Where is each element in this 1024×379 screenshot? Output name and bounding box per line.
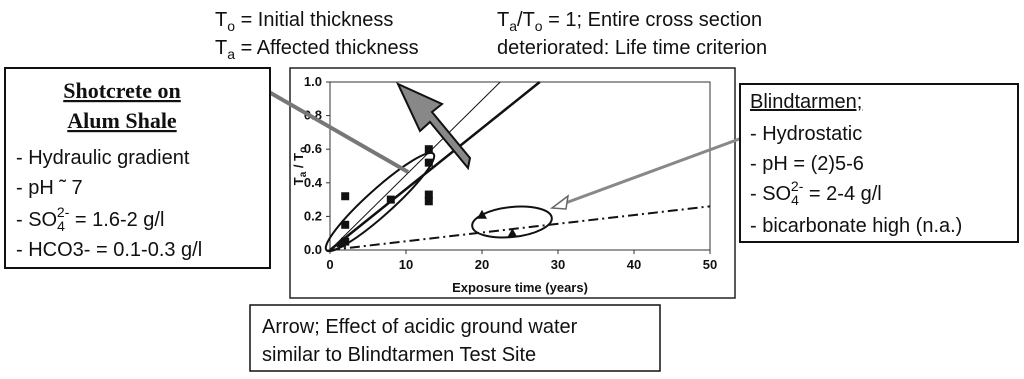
x-axis-label: Exposure time (years) — [452, 280, 588, 295]
box-item: - pH ˜ 7 — [16, 177, 83, 199]
text: = Affected thickness — [235, 37, 419, 59]
data-point — [341, 237, 350, 246]
y-tick-label: 0.0 — [304, 242, 322, 257]
box-item: - SO42- = 2-4 g/l — [750, 178, 882, 208]
data-point — [507, 228, 518, 238]
highlight-ellipse — [324, 151, 436, 253]
box-title: Blindtarmen; — [750, 91, 862, 113]
x-tick-label: 30 — [551, 257, 565, 272]
info-box — [739, 83, 1019, 243]
x-tick-label: 20 — [475, 257, 489, 272]
text: T — [291, 177, 306, 185]
box-text: Arrow; Effect of acidic ground water — [262, 316, 578, 338]
x-tick-label: 10 — [399, 257, 413, 272]
data-point — [386, 195, 395, 204]
text: - SO — [750, 183, 791, 205]
text: 4 — [791, 192, 799, 208]
pointer — [559, 136, 743, 207]
trend-line — [329, 81, 501, 251]
text: = 1; Entire cross section — [543, 9, 763, 31]
box-item: - bicarbonate high (n.a.) — [750, 215, 962, 237]
text: = Initial thickness — [235, 9, 393, 31]
info-box — [4, 67, 271, 269]
box-title: Shotcrete on — [63, 78, 181, 103]
plot-area — [329, 81, 711, 251]
y-tick-label: 0.2 — [304, 208, 322, 223]
pointer — [261, 86, 409, 174]
text: - SO — [16, 209, 57, 231]
data-point — [341, 220, 350, 229]
data-point — [424, 145, 433, 154]
y-tick-label: 1.0 — [304, 74, 322, 89]
text: a — [227, 46, 235, 62]
text: 2- — [791, 178, 804, 194]
box-item: - Hydrostatic — [750, 123, 862, 145]
pointer-head — [549, 194, 570, 210]
box-item: - pH = (2)5-6 — [750, 153, 864, 175]
trend-line — [329, 81, 541, 251]
text: a — [298, 171, 309, 177]
box-item: - SO42- = 1.6-2 g/l — [16, 204, 164, 234]
text: T — [215, 37, 227, 59]
text: /T — [517, 9, 535, 31]
data-point — [424, 197, 433, 206]
direction-arrow — [395, 81, 472, 171]
criterion: Ta/To = 1; Entire cross section — [497, 9, 762, 34]
data-point — [341, 192, 350, 201]
data-point — [424, 190, 433, 199]
box-item: - HCO3- = 0.1-0.3 g/l — [16, 239, 202, 261]
text: / T — [291, 153, 306, 172]
text: o — [298, 147, 309, 153]
highlight-ellipse — [471, 205, 553, 239]
text: = 2-4 g/l — [803, 183, 881, 205]
box-title: Alum Shale — [67, 108, 177, 133]
y-tick-label: 0.6 — [304, 141, 322, 156]
text: = 1.6-2 g/l — [69, 209, 164, 231]
criterion: deteriorated: Life time criterion — [497, 37, 767, 59]
x-tick-label: 40 — [627, 257, 641, 272]
box-item: - Hydraulic gradient — [16, 147, 190, 169]
text: T — [215, 9, 227, 31]
chart-frame — [289, 67, 736, 299]
trend-line — [329, 205, 711, 251]
text: 2- — [57, 204, 70, 220]
y-axis-label: Ta / To — [291, 147, 309, 185]
x-tick-label: 0 — [326, 257, 333, 272]
text: o — [535, 18, 543, 34]
y-tick-label: 0.4 — [304, 175, 323, 190]
text: a — [509, 18, 517, 34]
definition: Ta = Affected thickness — [215, 37, 419, 62]
x-tick-label: 50 — [703, 257, 717, 272]
text: 4 — [57, 218, 65, 234]
info-box — [249, 304, 661, 372]
data-point — [424, 158, 433, 167]
definition: To = Initial thickness — [215, 9, 393, 34]
text: o — [227, 18, 235, 34]
text: T — [497, 9, 509, 31]
box-text: similar to Blindtarmen Test Site — [262, 344, 536, 366]
